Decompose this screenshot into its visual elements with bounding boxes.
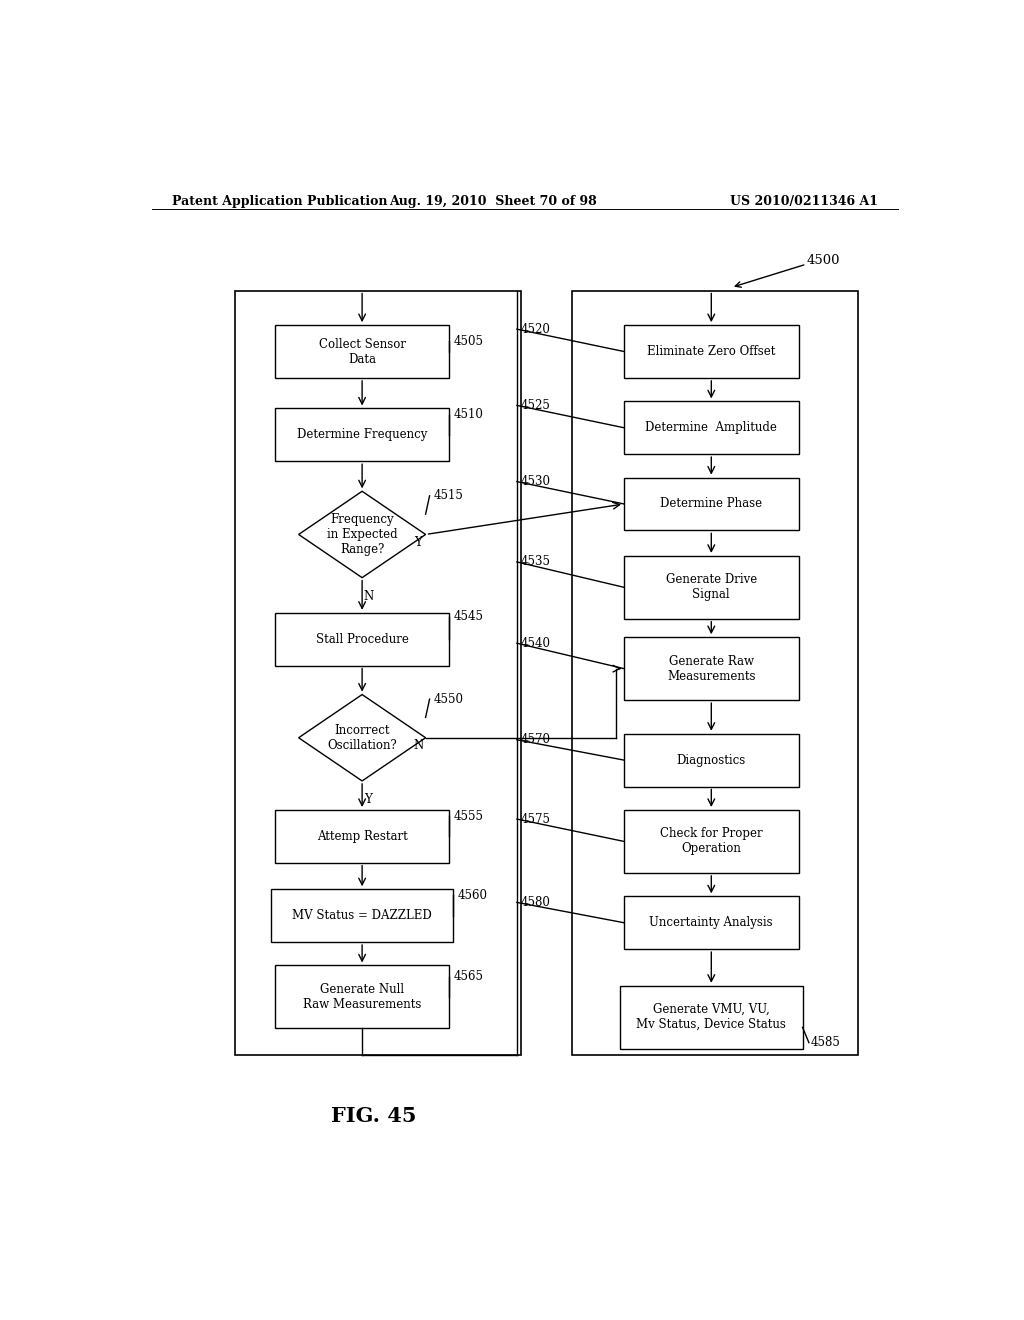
- Bar: [274, 325, 450, 378]
- Text: 4500: 4500: [807, 253, 840, 267]
- Polygon shape: [299, 694, 426, 781]
- Text: Check for Proper
Operation: Check for Proper Operation: [660, 828, 763, 855]
- Text: Diagnostics: Diagnostics: [677, 754, 745, 767]
- Text: Attemp Restart: Attemp Restart: [316, 830, 408, 843]
- Text: 4555: 4555: [454, 809, 483, 822]
- Text: N: N: [364, 590, 374, 603]
- Text: 4570: 4570: [521, 734, 551, 746]
- Text: MV Status = DAZZLED: MV Status = DAZZLED: [292, 909, 432, 923]
- Text: 4565: 4565: [454, 970, 483, 983]
- Text: 4585: 4585: [811, 1036, 841, 1049]
- Text: Y: Y: [365, 793, 373, 807]
- Text: Incorrect
Oscillation?: Incorrect Oscillation?: [328, 723, 397, 752]
- Text: 4525: 4525: [521, 399, 551, 412]
- Bar: [274, 965, 450, 1028]
- Text: Collect Sensor
Data: Collect Sensor Data: [318, 338, 406, 366]
- Text: 4520: 4520: [521, 322, 551, 335]
- Text: US 2010/0211346 A1: US 2010/0211346 A1: [730, 194, 878, 207]
- Bar: [624, 556, 799, 619]
- Bar: [274, 810, 450, 863]
- Bar: [624, 810, 799, 873]
- Bar: [236, 290, 521, 1055]
- Text: 4510: 4510: [454, 408, 483, 421]
- Bar: [620, 986, 803, 1049]
- Text: Determine Frequency: Determine Frequency: [297, 429, 427, 441]
- Text: Frequency
in Expected
Range?: Frequency in Expected Range?: [327, 513, 397, 556]
- Text: 4505: 4505: [454, 335, 483, 348]
- Text: Determine  Amplitude: Determine Amplitude: [645, 421, 777, 434]
- Text: Eliminate Zero Offset: Eliminate Zero Offset: [647, 345, 775, 358]
- Text: N: N: [414, 739, 424, 752]
- Text: Stall Procedure: Stall Procedure: [315, 632, 409, 645]
- Bar: [624, 325, 799, 378]
- Text: Generate Drive
Signal: Generate Drive Signal: [666, 573, 757, 602]
- Bar: [624, 638, 799, 700]
- Bar: [274, 612, 450, 665]
- Text: 4540: 4540: [521, 636, 551, 649]
- Text: FIG. 45: FIG. 45: [332, 1106, 417, 1126]
- Text: Generate Null
Raw Measurements: Generate Null Raw Measurements: [303, 983, 421, 1011]
- Text: Uncertainty Analysis: Uncertainty Analysis: [649, 916, 773, 929]
- Text: Generate Raw
Measurements: Generate Raw Measurements: [667, 655, 756, 682]
- Bar: [270, 890, 454, 942]
- Bar: [624, 401, 799, 454]
- Bar: [624, 896, 799, 949]
- Text: Aug. 19, 2010  Sheet 70 of 98: Aug. 19, 2010 Sheet 70 of 98: [389, 194, 597, 207]
- Text: Generate VMU, VU,
Mv Status, Device Status: Generate VMU, VU, Mv Status, Device Stat…: [636, 1003, 786, 1031]
- Text: 4530: 4530: [521, 475, 551, 488]
- Text: 4550: 4550: [433, 693, 464, 706]
- Text: 4575: 4575: [521, 813, 551, 825]
- Text: Determine Phase: Determine Phase: [660, 498, 762, 511]
- Text: 4535: 4535: [521, 556, 551, 569]
- Text: 4580: 4580: [521, 896, 551, 909]
- Text: Y: Y: [414, 536, 422, 549]
- Text: Patent Application Publication: Patent Application Publication: [172, 194, 387, 207]
- Bar: [274, 408, 450, 461]
- Text: 4545: 4545: [454, 610, 483, 623]
- Bar: [572, 290, 858, 1055]
- Bar: [624, 734, 799, 787]
- Text: 4560: 4560: [458, 888, 487, 902]
- Text: 4515: 4515: [433, 490, 464, 503]
- Polygon shape: [299, 491, 426, 578]
- Bar: [624, 478, 799, 531]
